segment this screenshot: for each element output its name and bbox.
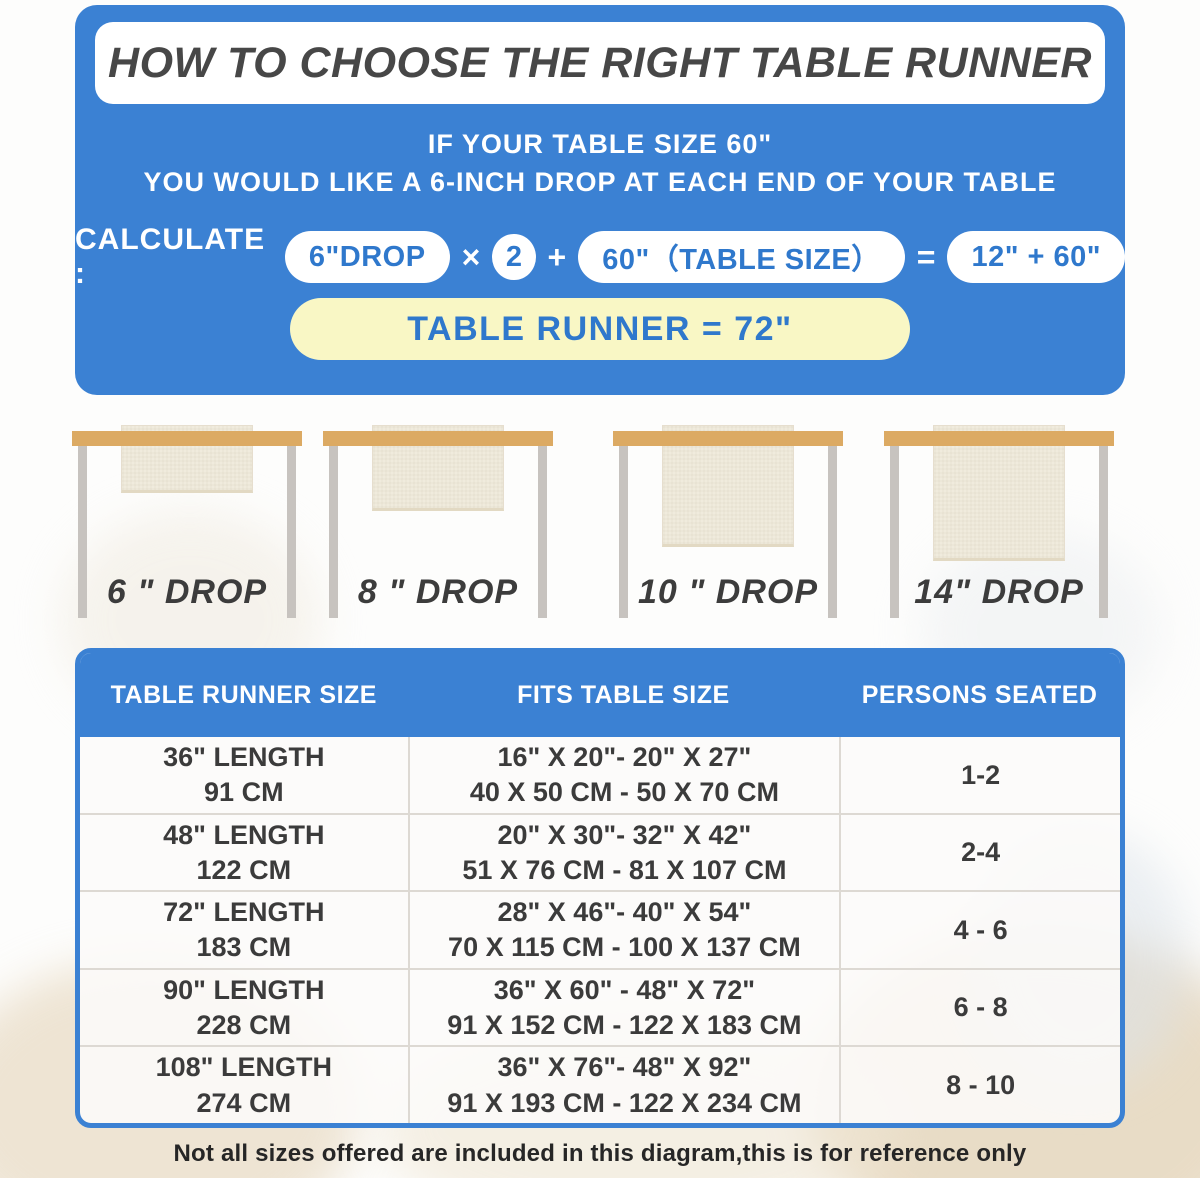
persons-seated-cell: 6 - 8 [839, 969, 1120, 1046]
fits-cm: 40 X 50 CM - 50 X 70 CM [469, 777, 779, 808]
length-cm: 274 CM [196, 1087, 292, 1118]
persons-seated-cell: 4 - 6 [839, 892, 1120, 968]
subtitle-line-1: IF YOUR TABLE SIZE 60" [427, 129, 773, 159]
disclaimer-note: Not all sizes offered are included in th… [173, 1140, 1027, 1167]
runner-size-cell: 36" LENGTH 91 CM [80, 737, 408, 813]
fits-inches: 16" X 20"- 20" X 27" [497, 741, 752, 772]
runner-size-cell: 90" LENGTH 228 CM [80, 970, 408, 1046]
column-header-persons-seated: PERSONS SEATED [861, 680, 1098, 709]
drop-figure-8in: 8 " DROP [323, 425, 553, 635]
fits-table-size-cell: 36" X 76"- 48" X 92" 91 X 193 CM - 122 X… [407, 1047, 840, 1123]
length-inches: 36" LENGTH [163, 741, 325, 772]
drop-value-pill: 6"DROP [284, 231, 450, 283]
tabletop-illustration [72, 431, 302, 446]
table-leg [828, 446, 837, 618]
fits-table-size-cell: 16" X 20"- 20" X 27" 40 X 50 CM - 50 X 7… [407, 737, 840, 813]
persons-seated-cell: 2-4 [839, 814, 1120, 891]
subtitle-line-2: YOU WOULD LIKE A 6-INCH DROP AT EACH END… [143, 167, 1057, 197]
tabletop-illustration [323, 431, 553, 446]
length-cm: 122 CM [196, 854, 292, 885]
drop-label: 8 " DROP [357, 573, 519, 611]
size-chart-table: TABLE RUNNER SIZE FITS TABLE SIZE PERSON… [75, 648, 1125, 1128]
column-header-fits-table-size: FITS TABLE SIZE [517, 680, 730, 709]
length-cm: 228 CM [196, 1010, 292, 1041]
persons-seated-cell: 8 - 10 [839, 1047, 1120, 1123]
drop-label: 10 " DROP [637, 573, 819, 611]
result-banner: TABLE RUNNER = 72" [290, 298, 910, 360]
tabletop-illustration [884, 431, 1114, 446]
table-leg [329, 446, 338, 618]
runner-size-cell: 72" LENGTH 183 CM [80, 892, 408, 968]
drop-label: 14" DROP [914, 573, 1084, 611]
plus-operator: + [547, 238, 567, 275]
drop-figure-14in: 14" DROP [884, 425, 1114, 635]
drop-label: 6 " DROP [106, 573, 268, 611]
drop-figure-10in: 10 " DROP [613, 425, 843, 635]
fits-cm: 51 X 76 CM - 81 X 107 CM [462, 854, 787, 885]
table-leg [619, 446, 628, 618]
drop-examples-section: 6 " DROP 8 " DROP 10 " DROP 14" DROP [0, 425, 1200, 635]
length-inches: 108" LENGTH [155, 1052, 332, 1083]
table-body: 36" LENGTH 91 CM 16" X 20"- 20" X 27" 40… [80, 737, 1120, 1123]
column-header-runner-size: TABLE RUNNER SIZE [110, 680, 377, 709]
fits-cm: 70 X 115 CM - 100 X 137 CM [448, 932, 801, 963]
runner-size-cell: 48" LENGTH 122 CM [80, 815, 408, 891]
table-leg [1099, 446, 1108, 618]
table-header-row: TABLE RUNNER SIZE FITS TABLE SIZE PERSON… [80, 653, 1120, 737]
length-cm: 91 CM [204, 777, 284, 808]
table-leg [890, 446, 899, 618]
table-row: 108" LENGTH 274 CM 36" X 76"- 48" X 92" … [80, 1045, 1120, 1123]
fits-cm: 91 X 193 CM - 122 X 234 CM [447, 1087, 802, 1118]
calculate-label: CALCULATE : [75, 223, 266, 290]
fits-cm: 91 X 152 CM - 122 X 183 CM [447, 1010, 802, 1041]
drop-figure-6in: 6 " DROP [72, 425, 302, 635]
fits-inches: 28" X 46"- 40" X 54" [497, 897, 752, 928]
table-row: 72" LENGTH 183 CM 28" X 46"- 40" X 54" 7… [80, 890, 1120, 968]
table-leg [538, 446, 547, 618]
calculation-formula: CALCULATE : 6"DROP × 2 + 60"（TABLE SIZE）… [75, 223, 1125, 290]
table-leg [287, 446, 296, 618]
length-inches: 48" LENGTH [163, 819, 325, 850]
title-box: HOW TO CHOOSE THE RIGHT TABLE RUNNER [95, 22, 1105, 104]
equals-operator: = [916, 238, 936, 275]
table-row: 48" LENGTH 122 CM 20" X 30"- 32" X 42" 5… [80, 812, 1120, 891]
table-size-pill: 60"（TABLE SIZE） [578, 231, 905, 283]
fits-table-size-cell: 20" X 30"- 32" X 42" 51 X 76 CM - 81 X 1… [407, 814, 840, 891]
multiply-operator: × [461, 238, 481, 275]
tabletop-illustration [613, 431, 843, 446]
length-inches: 90" LENGTH [163, 974, 325, 1005]
fits-inches: 20" X 30"- 32" X 42" [497, 819, 752, 850]
fits-inches: 36" X 76"- 48" X 92" [497, 1052, 752, 1083]
header-banner: HOW TO CHOOSE THE RIGHT TABLE RUNNER IF … [75, 5, 1125, 395]
fits-table-size-cell: 36" X 60" - 48" X 72" 91 X 152 CM - 122 … [407, 969, 840, 1046]
length-inches: 72" LENGTH [163, 897, 325, 928]
page-title: HOW TO CHOOSE THE RIGHT TABLE RUNNER [108, 38, 1092, 87]
length-cm: 183 CM [196, 932, 292, 963]
multiplier-circle: 2 [492, 234, 536, 280]
table-row: 90" LENGTH 228 CM 36" X 60" - 48" X 72" … [80, 967, 1120, 1046]
fits-inches: 36" X 60" - 48" X 72" [493, 974, 756, 1005]
table-row: 36" LENGTH 91 CM 16" X 20"- 20" X 27" 40… [80, 737, 1120, 813]
persons-seated-cell: 1-2 [839, 737, 1120, 813]
fits-table-size-cell: 28" X 46"- 40" X 54" 70 X 115 CM - 100 X… [407, 892, 840, 968]
sum-pill: 12" + 60" [947, 231, 1125, 283]
table-leg [78, 446, 87, 618]
runner-illustration [933, 425, 1065, 561]
runner-size-cell: 108" LENGTH 274 CM [80, 1047, 408, 1123]
